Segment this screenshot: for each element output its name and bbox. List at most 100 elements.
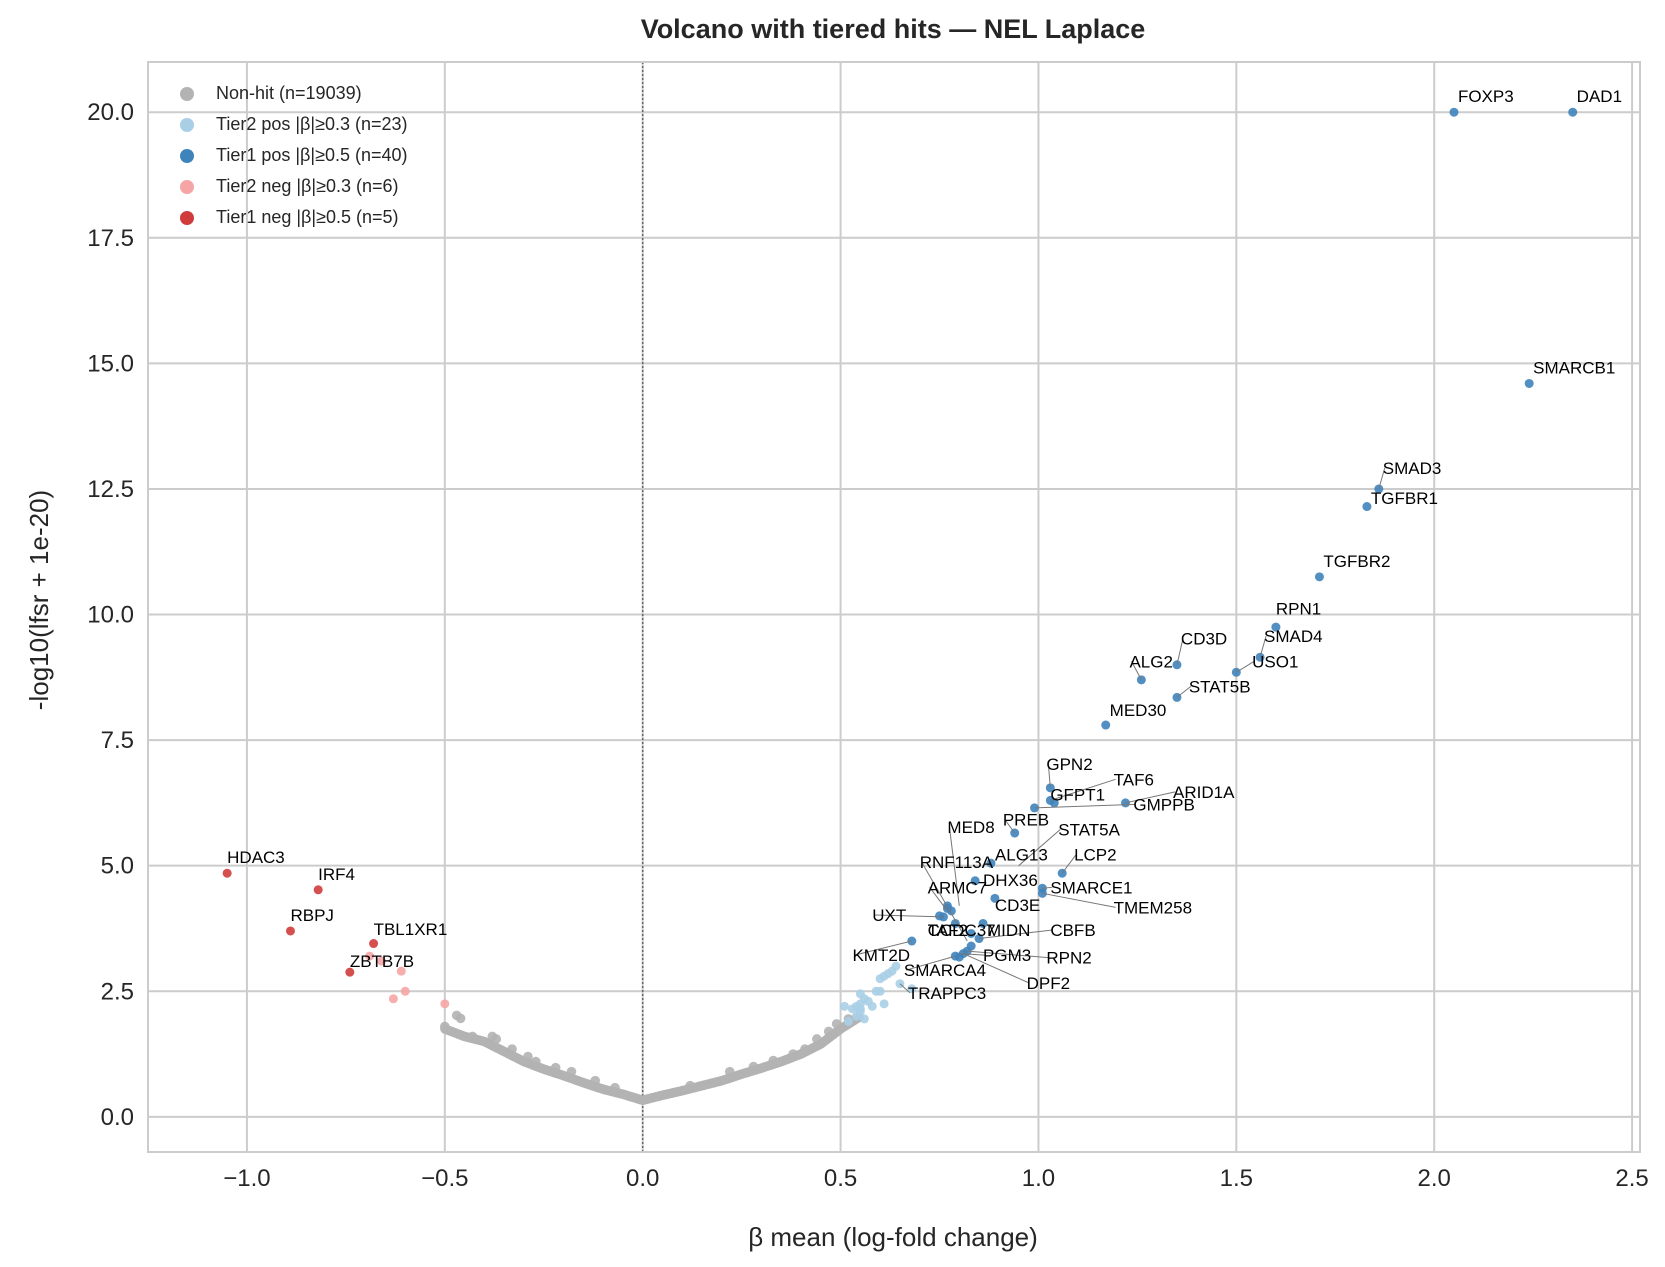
gene-label: TBL1XR1 xyxy=(374,920,448,939)
data-points xyxy=(222,107,1578,1106)
annotation-leader-line xyxy=(1125,791,1176,804)
tier2-neg-point xyxy=(365,951,375,961)
gene-label: RNF113A xyxy=(920,853,994,872)
tier2-pos-point xyxy=(879,999,889,1009)
gene-label: DAD1 xyxy=(1577,87,1622,106)
x-tick-label: −0.5 xyxy=(421,1165,468,1192)
x-axis-ticks: −1.0 −0.5 0.0 0.5 1.0 1.5 2.0 2.5 xyxy=(223,1165,1649,1192)
gene-label: GMPPB xyxy=(1133,795,1194,814)
annotation-leader-line xyxy=(905,955,956,971)
nonhit-point xyxy=(590,1075,601,1086)
gene-label: TGFBR2 xyxy=(1323,552,1390,571)
tier1-neg-point xyxy=(313,885,323,895)
x-tick-label: 0.5 xyxy=(824,1165,857,1192)
legend-item: Tier2 neg |β|≥0.3 (n=6) xyxy=(180,171,408,202)
y-tick-label: 2.5 xyxy=(101,978,134,1005)
tier1-neg-point xyxy=(369,939,379,949)
gene-label: MIDN xyxy=(987,921,1030,940)
annotation-leader-line xyxy=(1042,892,1116,908)
gene-label: STAT5A xyxy=(1058,821,1120,840)
gene-label: RPN2 xyxy=(1046,949,1091,968)
nonhit-point xyxy=(440,1021,450,1032)
gene-label: DPF2 xyxy=(1027,974,1070,993)
gene-label: SMARCB1 xyxy=(1533,358,1615,377)
tier2-neg-point xyxy=(388,994,398,1004)
tier1-pos-point xyxy=(990,893,1000,903)
nonhit-point xyxy=(768,1055,779,1066)
gene-label: TAF2 xyxy=(928,921,968,940)
nonhit-point xyxy=(748,1061,759,1072)
annotation-leader-line xyxy=(1061,854,1077,874)
annotation-leaders xyxy=(854,467,1386,994)
x-tick-label: −1.0 xyxy=(223,1165,270,1192)
tier1-pos-point xyxy=(1524,378,1534,388)
gene-label: PREB xyxy=(1003,811,1049,830)
gene-label: PGM3 xyxy=(983,946,1031,965)
legend-item: Tier1 pos |β|≥0.5 (n=40) xyxy=(180,140,408,171)
annotation-leader-line xyxy=(1042,886,1053,889)
tier1-pos-point xyxy=(954,952,964,962)
gene-label: KMT2D xyxy=(852,946,910,965)
tier1-pos-point xyxy=(1271,622,1281,632)
tier1-neg-point xyxy=(222,868,232,878)
nonhit-point xyxy=(455,1013,466,1024)
annotation-leader-line xyxy=(1034,803,1136,809)
nonhit-point xyxy=(507,1044,517,1054)
annotation-leader-line xyxy=(929,887,948,912)
tier1-pos-point xyxy=(1449,107,1459,117)
y-tick-label: 15.0 xyxy=(87,350,134,377)
legend-item: Non-hit (n=19039) xyxy=(180,78,408,109)
gene-label: ALG2 xyxy=(1129,652,1172,671)
annotation-leader-line xyxy=(967,950,1049,959)
gene-label: GFPT1 xyxy=(1050,785,1105,804)
legend-label: Tier2 pos |β|≥0.3 (n=23) xyxy=(216,114,408,134)
gene-label: HDAC3 xyxy=(227,848,285,867)
gene-label: SMARCE1 xyxy=(1050,878,1132,897)
gene-label: LCP2 xyxy=(1074,846,1117,865)
tier2-neg-point xyxy=(400,986,410,996)
nonhit-point xyxy=(566,1066,577,1077)
nonhit-point xyxy=(823,1026,834,1037)
gene-label: RPN1 xyxy=(1276,600,1321,619)
tier1-neg-point xyxy=(285,926,295,936)
annotation-leader-line xyxy=(1176,638,1184,665)
y-axis-label: -log10(lfsr + 1e-20) xyxy=(24,490,54,710)
gene-label: SMAD3 xyxy=(1383,459,1442,478)
legend-label: Non-hit (n=19039) xyxy=(216,83,362,103)
tier1-pos-point xyxy=(950,918,960,928)
tier2-pos-point xyxy=(867,1001,877,1011)
tier1-pos-point xyxy=(1101,720,1111,730)
gene-label: FOXP3 xyxy=(1458,87,1514,106)
nonhit-point xyxy=(800,1044,810,1054)
gene-label: TRAPPC3 xyxy=(908,984,986,1003)
tier2-pos-point xyxy=(855,989,865,999)
gene-label: GPN2 xyxy=(1046,755,1092,774)
gene-label: MED30 xyxy=(1110,701,1167,720)
annotation-leader-line xyxy=(1050,778,1116,801)
x-tick-label: 2.5 xyxy=(1615,1165,1648,1192)
gene-label: SMAD4 xyxy=(1264,627,1323,646)
tier2-neg-point xyxy=(376,956,386,966)
annotation-leader-line xyxy=(948,826,960,906)
nonhit-point xyxy=(788,1049,798,1059)
legend-label: Tier1 pos |β|≥0.5 (n=40) xyxy=(216,145,408,165)
tier2-pos-point xyxy=(851,1011,861,1021)
tier2-pos-point xyxy=(851,1001,861,1011)
legend-marker xyxy=(180,86,194,101)
gene-label: ZBTB7B xyxy=(350,952,414,971)
nonhit-point xyxy=(531,1056,541,1067)
gene-label: CD3E xyxy=(995,896,1040,915)
legend-label: Tier1 neg |β|≥0.5 (n=5) xyxy=(216,207,399,227)
annotation-leader-line xyxy=(921,861,968,942)
annotation-leader-line xyxy=(1047,764,1051,788)
annotation-leader-line xyxy=(1176,686,1192,698)
gene-label: STAT5B xyxy=(1189,677,1251,696)
y-tick-label: 5.0 xyxy=(101,853,134,880)
y-tick-label: 17.5 xyxy=(87,225,134,252)
annotation-leader-line xyxy=(899,983,911,994)
annotation-leader-line xyxy=(963,953,1029,984)
gene-label: UXT xyxy=(872,906,906,925)
tier1-pos-point xyxy=(1362,502,1372,512)
tier1-pos-point xyxy=(978,918,988,928)
